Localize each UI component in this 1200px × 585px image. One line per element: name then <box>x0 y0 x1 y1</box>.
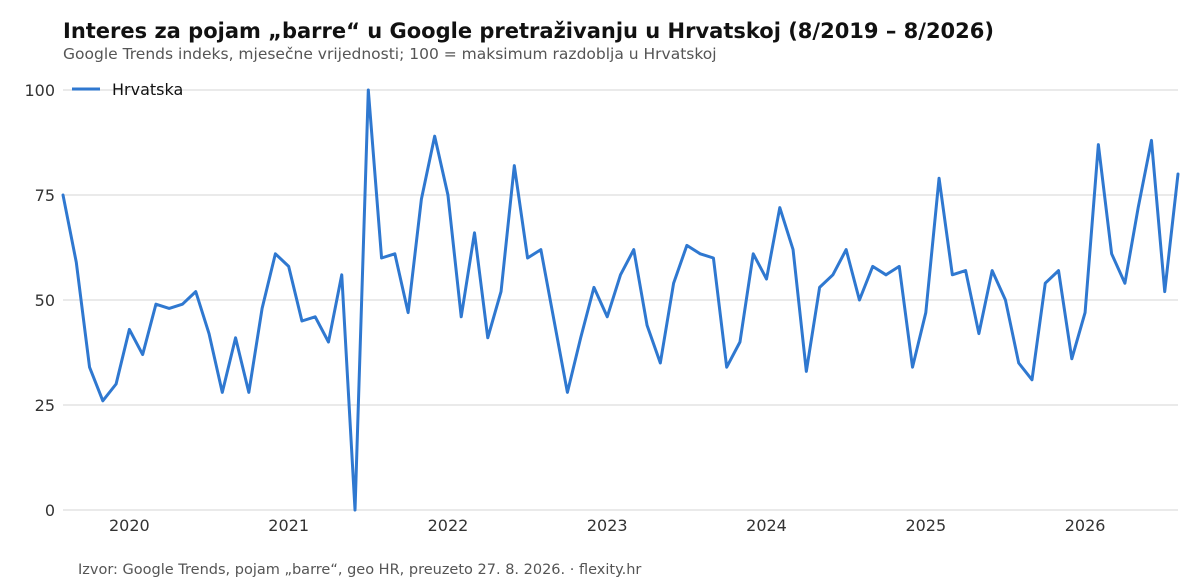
y-tick-label-75: 75 <box>35 186 55 205</box>
y-axis-ticks: 0 25 50 75 100 <box>24 81 55 520</box>
gridlines <box>63 89 1178 511</box>
y-tick-label-25: 25 <box>35 396 55 415</box>
x-tick-label-2022: 2022 <box>428 516 469 535</box>
x-tick-label-2021: 2021 <box>268 516 309 535</box>
x-tick-label-2026: 2026 <box>1065 516 1106 535</box>
y-tick-label-50: 50 <box>35 291 55 310</box>
source-note: Izvor: Google Trends, pojam „barre“, geo… <box>78 562 642 578</box>
x-tick-label-2025: 2025 <box>905 516 946 535</box>
chart-subtitle: Google Trends indeks, mjesečne vrijednos… <box>63 45 717 63</box>
chart-title: Interes za pojam „barre“ u Google pretra… <box>63 19 994 43</box>
y-tick-label-100: 100 <box>24 81 55 100</box>
series-line-hrvatska <box>61 88 1180 512</box>
y-tick-label-0: 0 <box>45 501 55 520</box>
x-tick-label-2020: 2020 <box>109 516 150 535</box>
series-layer <box>61 88 1180 512</box>
x-tick-label-2024: 2024 <box>746 516 787 535</box>
legend-label-hrvatska: Hrvatska <box>112 80 183 99</box>
legend: Hrvatska <box>72 80 183 99</box>
x-tick-label-2023: 2023 <box>587 516 628 535</box>
x-axis-ticks: 2020 2021 2022 2023 2024 2025 2026 <box>109 516 1105 535</box>
